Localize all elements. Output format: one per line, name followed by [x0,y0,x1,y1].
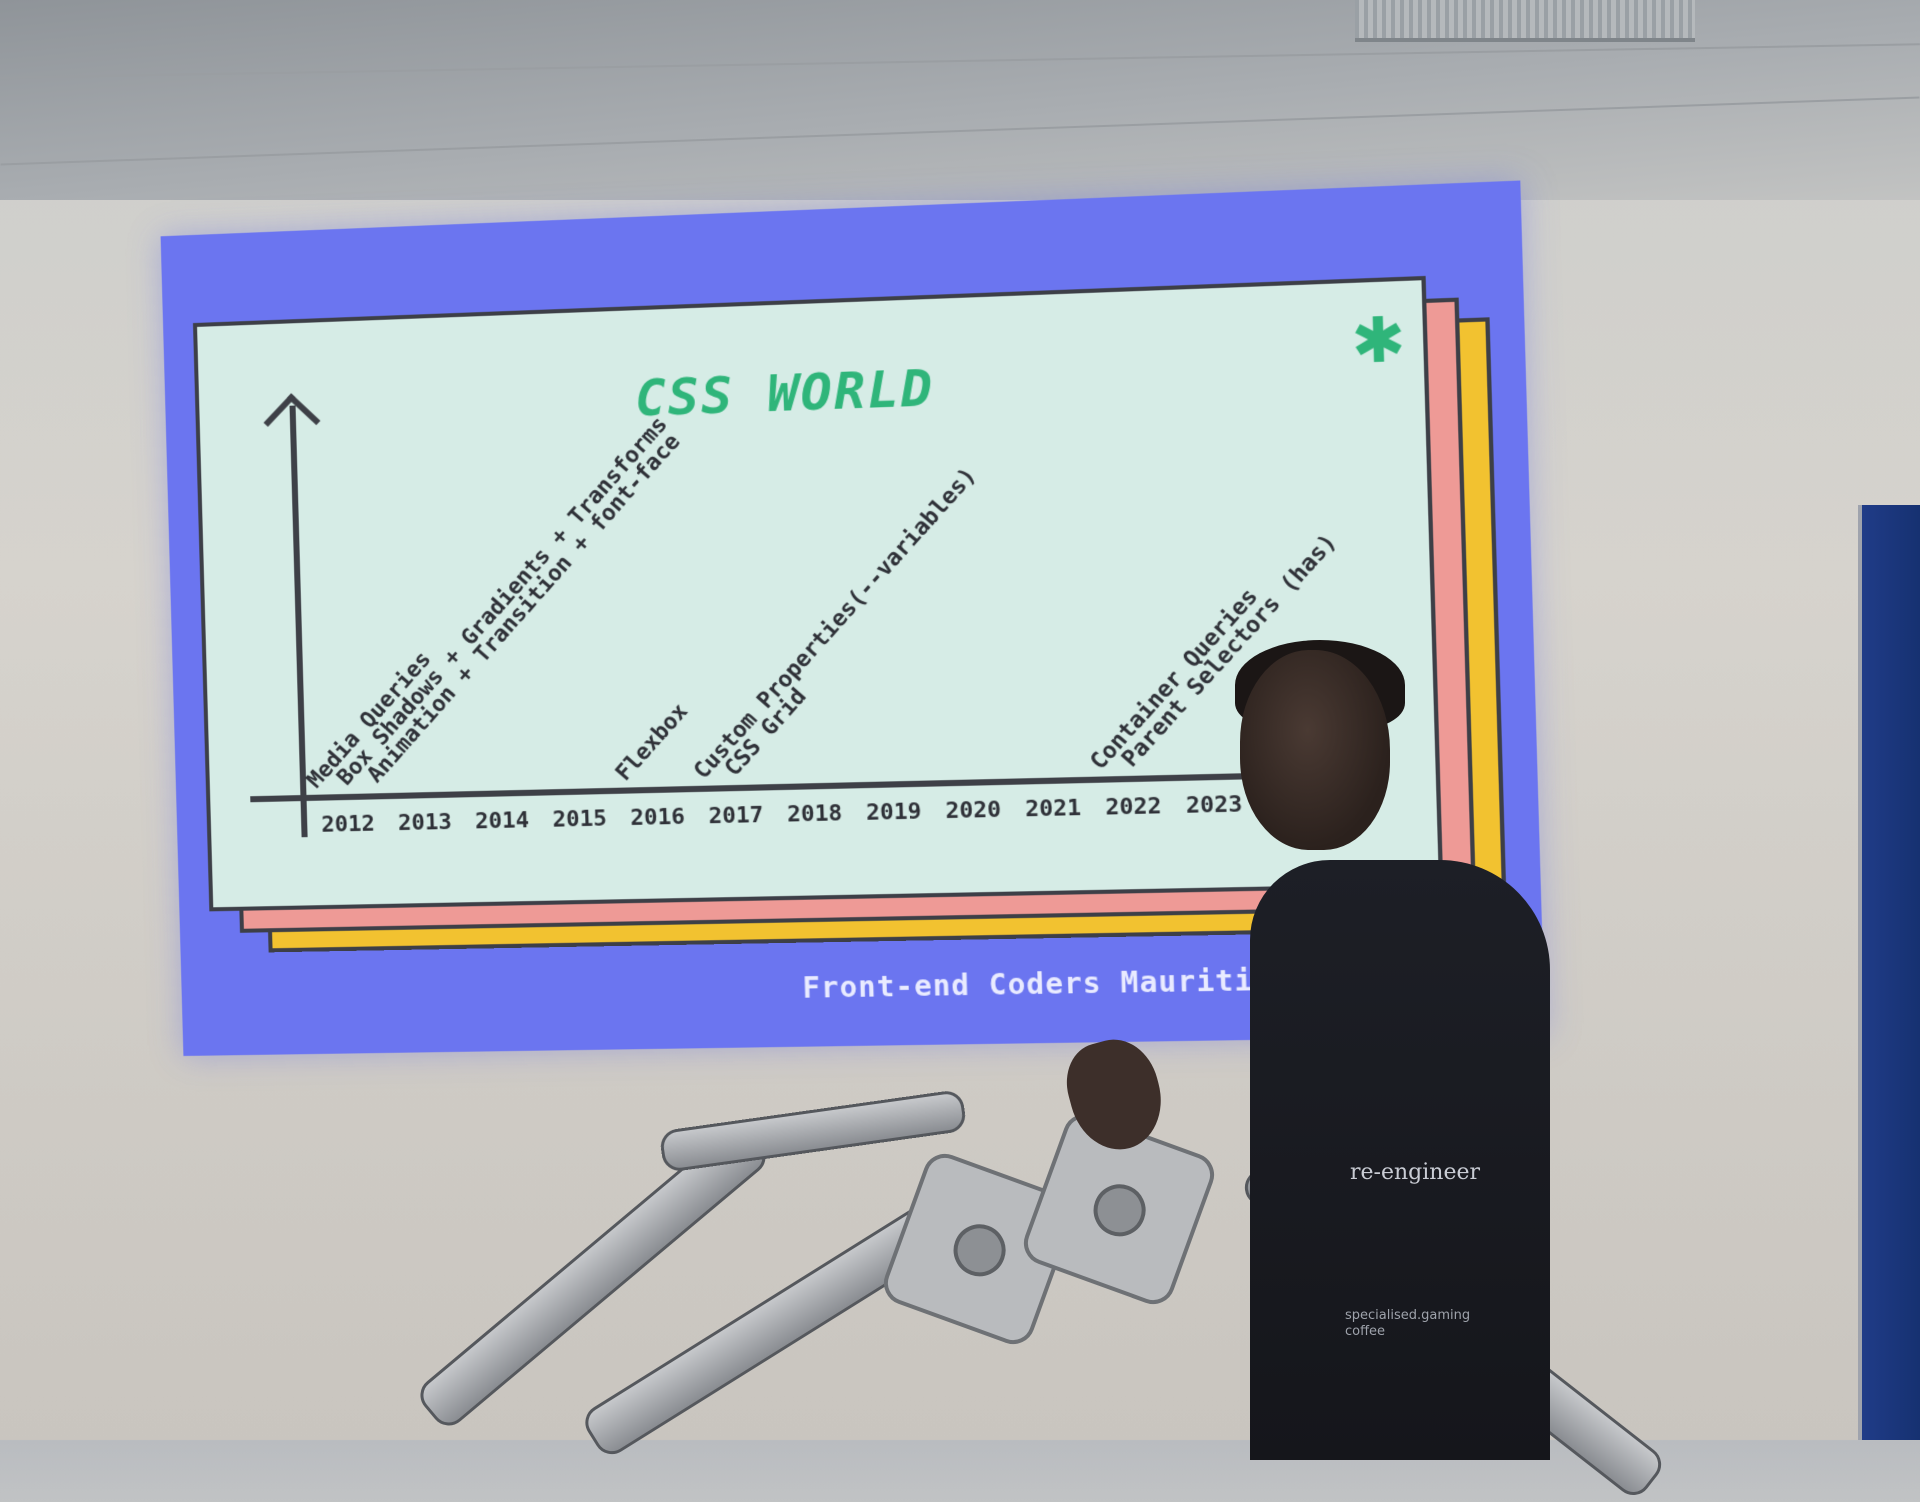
shirt-subtext-line: specialised.gaming [1345,1308,1471,1323]
ceiling [0,0,1920,200]
shirt-text: re-engineer [1350,1160,1481,1185]
presenter-head [1240,650,1390,850]
feature-label: Custom Properties(--variables) [689,462,982,785]
slide-title: CSS WORLD [634,358,936,428]
side-banner [1858,505,1920,1440]
year-label: 2021 [1024,795,1082,823]
shirt-subtext: specialised.gaming coffee [1345,1308,1470,1340]
ceiling-vent [1355,0,1695,42]
year-label: 2012 [321,811,376,838]
presenter: re-engineer specialised.gaming coffee [1057,640,1560,1460]
monitor-arm [658,1088,968,1174]
year-label: 2022 [1105,793,1162,821]
presenter-torso: re-engineer specialised.gaming coffee [1250,860,1550,1460]
year-label: 2018 [786,800,843,828]
year-label: 2019 [865,799,922,826]
feature-label: Animation + Transition + font-face [362,429,686,788]
shirt-subtext-line: coffee [1345,1324,1386,1339]
y-axis-arrow-icon [263,393,321,451]
year-label: 2014 [474,808,530,835]
year-label: 2017 [708,802,764,830]
year-label: 2016 [630,804,686,832]
year-label: 2013 [397,809,453,837]
year-label: 2020 [945,797,1002,825]
feature-label: Flexbox [610,698,694,787]
asterisk-icon: ✱ [1351,287,1405,383]
feature-label: Box Shadows + Gradients + Transforms [332,412,673,791]
year-label: 2015 [552,806,608,833]
